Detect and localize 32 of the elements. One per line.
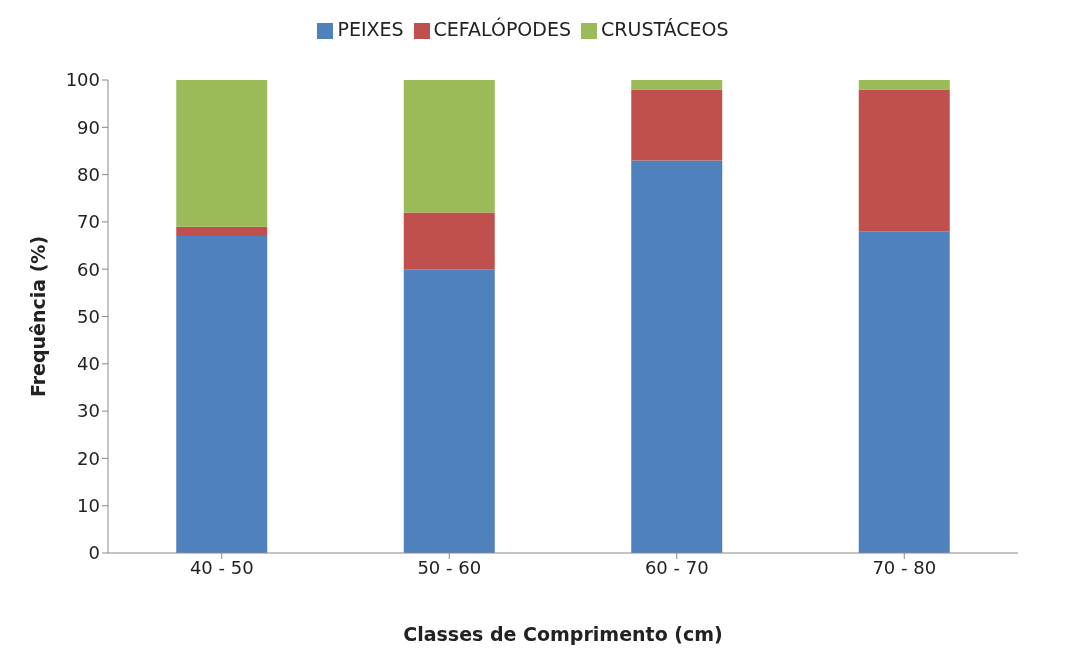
x-axis-title: Classes de Comprimento (cm) — [403, 623, 723, 646]
x-tick-label: 70 - 80 — [872, 556, 937, 578]
y-tick-label: 90 — [77, 116, 100, 138]
bar — [858, 80, 950, 90]
y-tick-label: 20 — [77, 447, 100, 469]
bar — [858, 89, 950, 232]
bar — [176, 226, 268, 237]
x-tick-label: 60 - 70 — [644, 556, 709, 578]
y-tick-label: 70 — [77, 211, 100, 233]
x-tick-label: 50 - 60 — [417, 556, 482, 578]
y-tick-label: 10 — [77, 495, 100, 517]
y-tick-label: 100 — [65, 69, 100, 91]
y-tick-label: 60 — [77, 258, 100, 280]
bar — [858, 231, 950, 553]
bar — [403, 80, 495, 213]
legend-label: PEIXES — [337, 18, 404, 40]
y-tick-label: 80 — [77, 163, 100, 185]
x-tick-label: 40 - 50 — [189, 556, 254, 578]
y-tick-label: 0 — [88, 542, 100, 564]
bar — [631, 160, 723, 553]
y-tick-label: 40 — [77, 353, 100, 375]
y-tick-label: 30 — [77, 400, 100, 422]
y-axis-title: Frequência (%) — [26, 235, 49, 398]
legend-label: CRUSTÁCEOS — [601, 18, 729, 40]
legend-label: CEFALÓPODES — [433, 18, 572, 40]
bar — [403, 212, 495, 270]
y-tick-label: 50 — [77, 305, 100, 327]
bar — [176, 80, 268, 227]
bar — [403, 269, 495, 553]
bar — [631, 89, 723, 161]
bar — [631, 80, 723, 90]
bar — [176, 236, 268, 553]
